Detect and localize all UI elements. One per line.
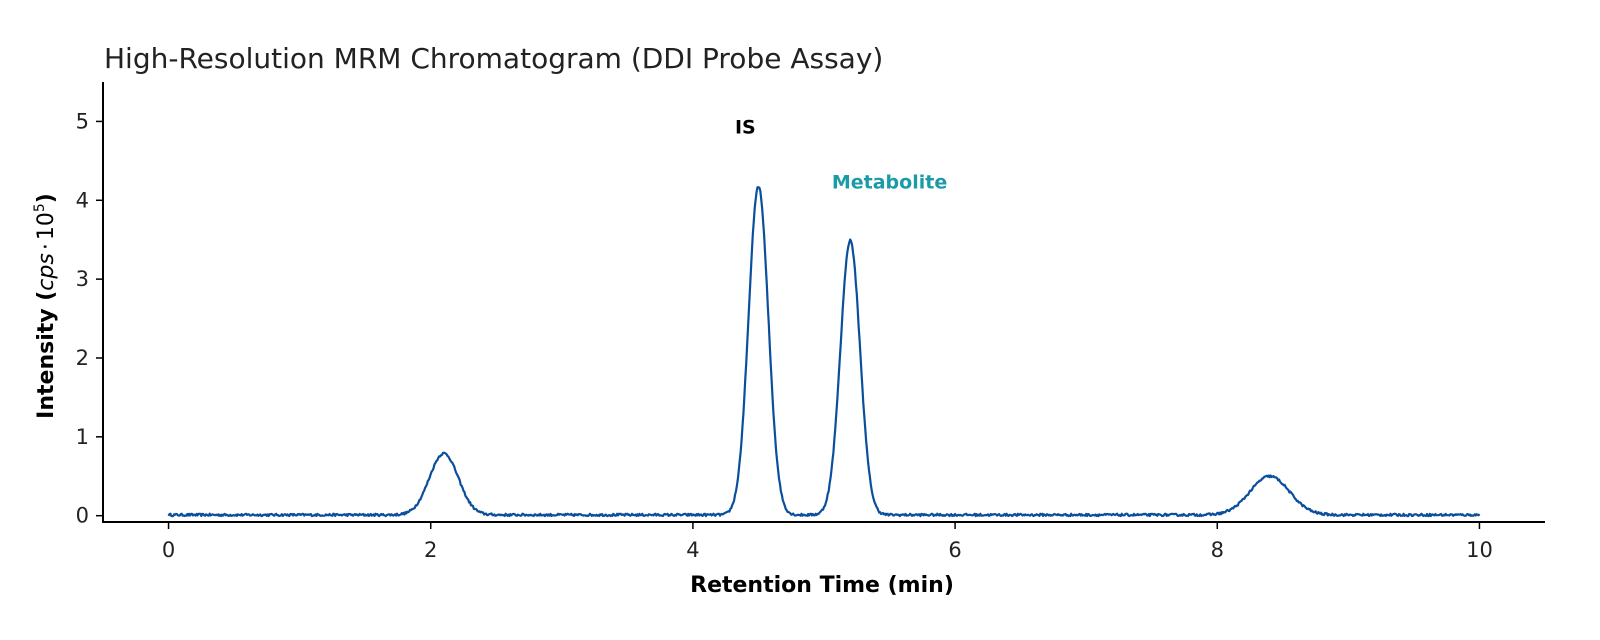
y-axis-label-exp: 5 [32,203,48,212]
y-axis-label-base: 10 [34,212,59,240]
chromatogram-trace [167,186,1481,518]
y-tick-label: 3 [76,267,89,291]
x-tick-label: 4 [686,538,699,562]
y-axis-label-var: cps [34,253,59,291]
y-tick-label: 5 [76,109,89,133]
x-tick-label: 0 [162,538,175,562]
y-tick-label: 4 [76,188,89,212]
peak-annotations: IS Metabolite [735,116,947,193]
y-tick-label: 1 [76,425,89,449]
peak-annotation: Metabolite [832,171,947,193]
y-axis-ticks: 0 1 2 3 4 5 [76,109,103,528]
x-tick-label: 10 [1466,538,1493,562]
chart-title: High-Resolution MRM Chromatogram (DDI Pr… [104,42,883,75]
x-axis-label: Retention Time (min) [690,573,954,598]
x-tick-label: 6 [948,538,961,562]
y-tick-label: 0 [76,504,89,528]
x-tick-label: 2 [424,538,437,562]
y-tick-label: 2 [76,346,89,370]
peak-annotation: IS [735,116,756,138]
x-axis-ticks: 0 2 4 6 8 10 [162,522,1493,562]
y-axis-label: Intensity (cps · 105) [32,193,59,419]
x-tick-label: 8 [1211,538,1224,562]
y-axis-label-suffix: ) [34,193,59,203]
y-axis-label-dot: · [34,243,59,250]
y-axis-label-prefix: Intensity ( [34,291,59,419]
